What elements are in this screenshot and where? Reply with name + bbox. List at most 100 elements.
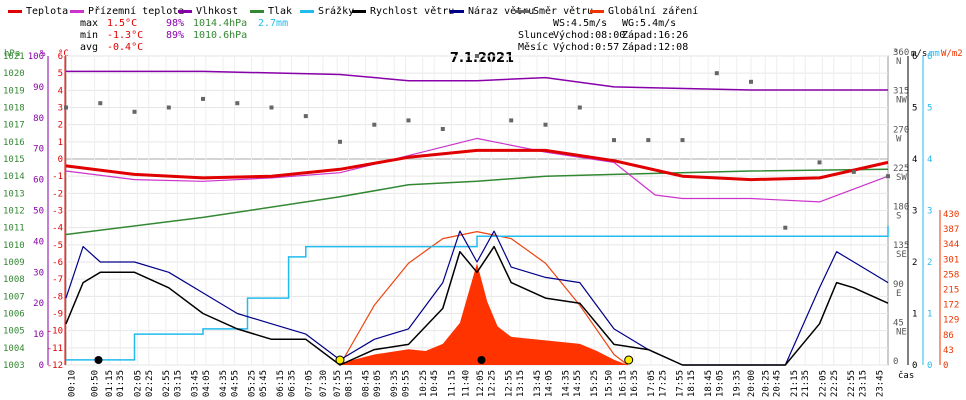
temperature-tick-label: -7 [52, 275, 63, 285]
stat-sun-set: Západ:16:26 [622, 29, 688, 41]
legend-label: Srážky [318, 5, 354, 17]
humidity-tick-label: 90 [33, 83, 44, 93]
wind-direction-point [64, 105, 68, 110]
legend-swatch [590, 10, 604, 13]
time-tick-label: 06:35 [287, 370, 297, 397]
legend-label: Globální záření [608, 5, 698, 17]
humidity-tick-label: 70 [33, 145, 44, 155]
stat-sun-label: Slunce [518, 30, 554, 41]
legend-label: Přízemní teplota [88, 5, 184, 17]
direction-tick-label: 0 [893, 357, 898, 367]
legend-label: Rychlost větru [370, 5, 454, 17]
stat-precip: 2.7mm [258, 18, 288, 29]
time-tick-label: 12:55 [504, 370, 514, 397]
time-tick-label: 02:25 [145, 370, 155, 397]
unit-deg: ° [893, 49, 898, 59]
pressure-tick-label: 1015 [3, 155, 25, 165]
stat-wg: WG:5.4m/s [622, 18, 676, 29]
temperature-tick-label: -1 [52, 172, 63, 182]
stat-avg-label: avg [80, 42, 98, 53]
rain-tick-label: 0 [927, 361, 932, 371]
time-tick-label: 09:55 [402, 370, 412, 397]
time-tick-label: 15:50 [604, 370, 614, 397]
direction-tick-label: 315 [893, 87, 909, 97]
stat-max-label: max [80, 18, 98, 29]
time-tick-label: 16:15 [619, 370, 629, 397]
unit-time: čas [898, 370, 914, 381]
wind-direction-point [303, 114, 308, 119]
direction-tick-label: 90 [893, 280, 904, 290]
direction-name-label: SW [896, 173, 907, 183]
time-tick-label: 00:10 [68, 370, 78, 397]
wind-direction-point [201, 96, 205, 101]
radiation-tick-label: 430 [943, 210, 959, 220]
temperature-tick-label: -5 [52, 241, 63, 251]
stat-max-press: 1014.4hPa [193, 18, 247, 29]
stat-max-temp: 1.5°C [107, 18, 137, 29]
wind-direction-point [783, 225, 788, 230]
pressure-tick-label: 1012 [3, 207, 25, 217]
time-tick-label: 12:25 [487, 370, 497, 397]
temperature-tick-label: 2 [58, 121, 63, 131]
pressure-tick-label: 1020 [3, 69, 25, 79]
pressure-tick-label: 1004 [3, 344, 25, 354]
wind-tick-label: 5 [912, 104, 917, 114]
time-tick-label: 20:00 [747, 370, 757, 397]
temperature-tick-label: 0 [58, 155, 63, 165]
unit-ms: m/s [911, 49, 927, 59]
time-tick-label: 10:45 [430, 370, 440, 397]
rain-tick-label: 4 [927, 155, 932, 165]
wind-direction-point [749, 79, 753, 84]
rain-tick-label: 5 [927, 104, 932, 114]
theoretical-radiation-line [339, 231, 629, 366]
time-tick-label: 04:55 [230, 370, 240, 397]
temperature-tick-label: 3 [58, 104, 63, 114]
time-tick-label: 14:55 [573, 370, 583, 397]
wind-direction-point [406, 118, 411, 123]
time-tick-label: 14:05 [544, 370, 554, 397]
wind-direction-point [269, 105, 274, 110]
wind-direction-point [166, 105, 171, 110]
legend-swatch [8, 10, 22, 13]
humidity-tick-label: 20 [33, 299, 44, 309]
time-tick-label: 22:05 [818, 370, 828, 397]
time-tick-label: 20:25 [761, 370, 771, 397]
wind-speed-line [65, 245, 889, 366]
temperature-tick-label: -6 [52, 258, 63, 268]
radiation-tick-label: 301 [943, 255, 959, 265]
unit-hpa: hPa [4, 49, 20, 59]
legend-label: Teplota [26, 6, 68, 17]
wind-direction-point [372, 122, 377, 127]
time-tick-label: 00:50 [91, 370, 101, 397]
legend-label: Směr větru [533, 5, 593, 17]
time-tick-label: 19:05 [716, 370, 726, 397]
radiation-tick-label: 387 [943, 225, 959, 235]
pressure-tick-label: 1007 [3, 292, 25, 302]
stat-max-hum: 98% [166, 18, 184, 29]
unit-wm2: W/m2 [941, 49, 963, 59]
radiation-tick-label: 86 [943, 331, 954, 341]
wind-direction-point [543, 122, 548, 127]
temperature-tick-label: -8 [52, 292, 63, 302]
direction-tick-label: 360 [893, 48, 909, 58]
time-tick-label: 18:15 [687, 370, 697, 397]
time-tick-label: 07:55 [333, 370, 343, 397]
time-tick-label: 21:15 [790, 370, 800, 397]
direction-name-label: SE [896, 250, 907, 260]
legend-swatch [300, 10, 314, 13]
temperature-tick-label: -10 [47, 327, 63, 337]
time-tick-label: 05:25 [248, 370, 258, 397]
pressure-tick-label: 1003 [3, 361, 25, 371]
time-tick-label: 11:40 [462, 370, 472, 397]
humidity-tick-label: 10 [33, 330, 44, 340]
unit-labels: hPa % °C ° m/s mm W/m2 čas [4, 49, 963, 381]
stat-ws: WS:4.5m/s [553, 18, 607, 29]
temperature-tick-label: -11 [47, 344, 63, 354]
wind-direction-point [509, 118, 514, 123]
time-tick-label: 23:15 [858, 370, 868, 397]
time-tick-label: 18:45 [704, 370, 714, 397]
wind-direction-point [646, 138, 651, 143]
wind-direction-point [886, 174, 890, 179]
pressure-line [65, 168, 889, 236]
